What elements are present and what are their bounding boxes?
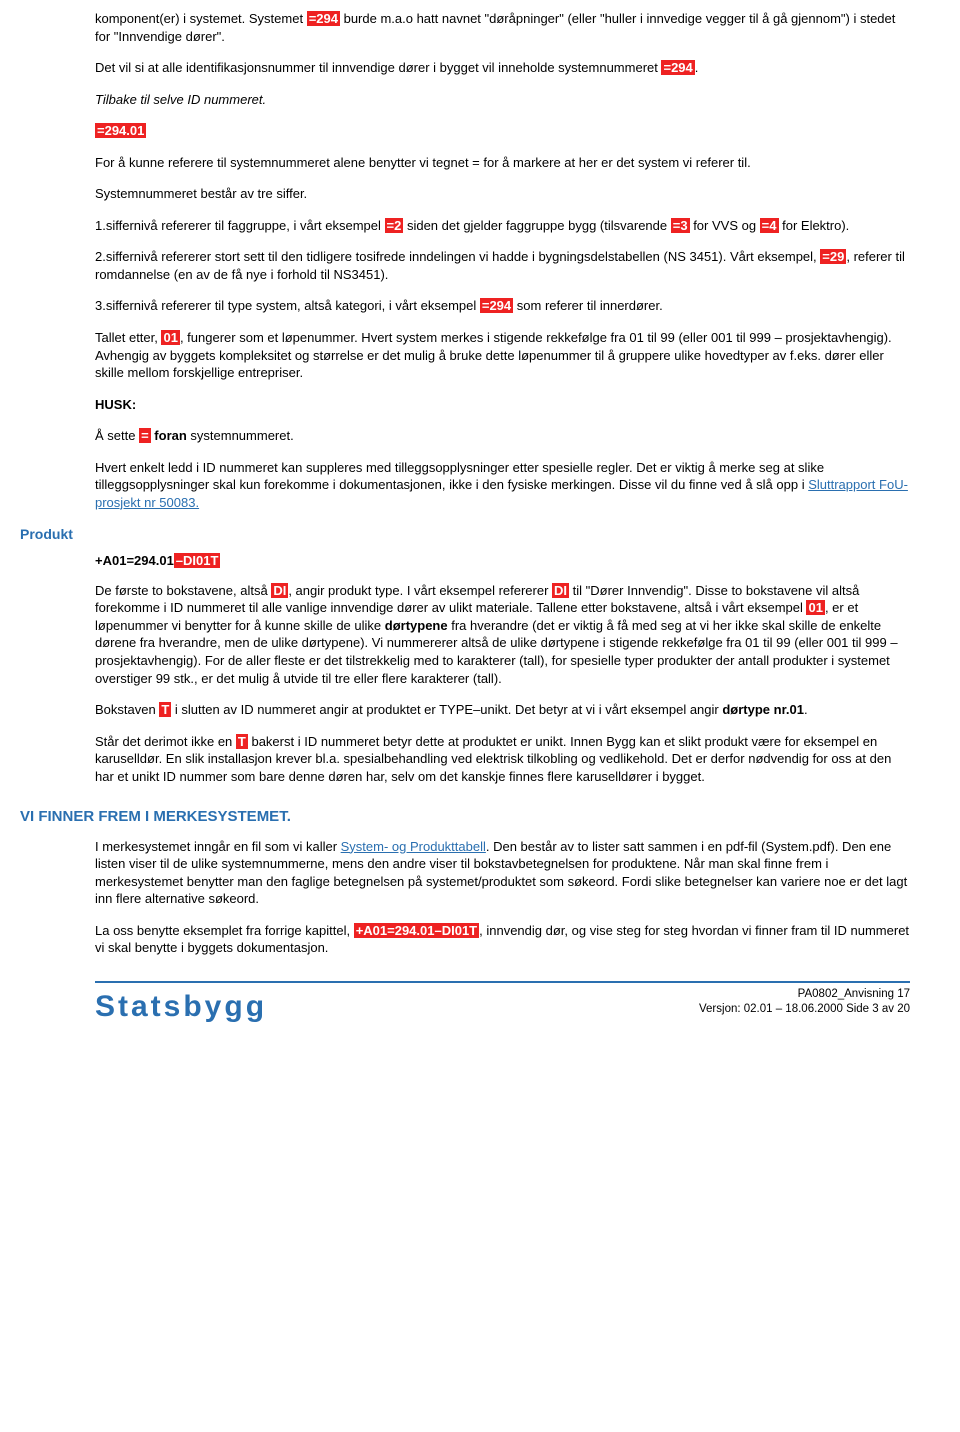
paragraph: Systemnummeret består av tre siffer.: [95, 185, 910, 203]
document-page: komponent(er) i systemet. Systemet =294 …: [0, 0, 960, 957]
highlight-code: =4: [760, 218, 779, 233]
paragraph: 1.siffernivå refererer til faggruppe, i …: [95, 217, 910, 235]
text: siden det gjelder faggruppe bygg (tilsva…: [403, 218, 670, 233]
highlight-code: DI: [552, 583, 569, 598]
paragraph: 3.siffernivå refererer til type system, …: [95, 297, 910, 315]
text: som referer til innerdører.: [513, 298, 663, 313]
highlight-code: =294: [307, 11, 340, 26]
text: for VVS og: [690, 218, 760, 233]
highlight-code: –DI01T: [174, 553, 221, 568]
footer-version: Versjon: 02.01 – 18.06.2000 Side 3 av 20: [699, 1002, 910, 1018]
text: De første to bokstavene, altså: [95, 583, 271, 598]
text: La oss benytte eksemplet fra forrige kap…: [95, 923, 354, 938]
text: 1.siffernivå refererer til faggruppe, i …: [95, 218, 385, 233]
body-content: komponent(er) i systemet. Systemet =294 …: [95, 10, 910, 511]
text: Det vil si at alle identifikasjonsnummer…: [95, 60, 661, 75]
paragraph: I merkesystemet inngår en fil som vi kal…: [95, 838, 910, 908]
section-heading-merkesystem: VI FINNER FREM I MERKESYSTEMET.: [20, 807, 910, 827]
paragraph: Tallet etter, 01, fungerer som et løpenu…: [95, 329, 910, 382]
text: +A01=294.01: [95, 553, 174, 568]
footer-doc-id: PA0802_Anvisning 17: [699, 987, 910, 1003]
text-bold: dørtype nr.01: [722, 702, 804, 717]
highlight-code: T: [159, 702, 171, 717]
text: Tallet etter,: [95, 330, 161, 345]
paragraph: Det vil si at alle identifikasjonsnummer…: [95, 59, 910, 77]
text: , fungerer som et løpenummer. Hvert syst…: [95, 330, 892, 380]
link-system-produkttabell[interactable]: System- og Produkttabell: [341, 839, 486, 854]
highlight-code: =294: [480, 298, 513, 313]
product-code: +A01=294.01–DI01T: [95, 552, 910, 570]
footer-row: Statsbygg PA0802_Anvisning 17 Versjon: 0…: [20, 983, 910, 1048]
paragraph: 2.siffernivå refererer stort sett til de…: [95, 248, 910, 283]
section-label-produkt: Produkt: [20, 525, 910, 544]
text-bold: foran: [154, 428, 187, 443]
highlight-code: =294: [661, 60, 694, 75]
text-bold: dørtypene: [385, 618, 448, 633]
paragraph: De første to bokstavene, altså DI, angir…: [95, 582, 910, 687]
text: for Elektro).: [779, 218, 850, 233]
highlight-code: +A01=294.01–DI01T: [354, 923, 479, 938]
paragraph: =294.01: [95, 122, 910, 140]
paragraph: Å sette = foran systemnummeret.: [95, 427, 910, 445]
paragraph: Bokstaven T i slutten av ID nummeret ang…: [95, 701, 910, 719]
paragraph-italic: Tilbake til selve ID nummeret.: [95, 91, 910, 109]
text: Står det derimot ikke en: [95, 734, 236, 749]
text: 2.siffernivå refererer stort sett til de…: [95, 249, 820, 264]
highlight-code: 01: [806, 600, 824, 615]
text: Å sette: [95, 428, 139, 443]
highlight-code: =3: [671, 218, 690, 233]
text: komponent(er) i systemet. Systemet: [95, 11, 307, 26]
highlight-code: =: [139, 428, 151, 443]
text: , angir produkt type. I vårt eksempel re…: [288, 583, 552, 598]
paragraph: For å kunne referere til systemnummeret …: [95, 154, 910, 172]
highlight-code: 01: [161, 330, 179, 345]
footer-meta: PA0802_Anvisning 17 Versjon: 02.01 – 18.…: [699, 987, 910, 1018]
body-content: +A01=294.01–DI01T De første to bokstaven…: [95, 552, 910, 785]
husk-label: HUSK:: [95, 396, 910, 414]
paragraph: Står det derimot ikke en T bakerst i ID …: [95, 733, 910, 786]
text: Hvert enkelt ledd i ID nummeret kan supp…: [95, 460, 824, 493]
highlight-code: T: [236, 734, 248, 749]
text: i slutten av ID nummeret angir at produk…: [171, 702, 722, 717]
footer-brand: Statsbygg: [95, 987, 267, 1028]
paragraph: Hvert enkelt ledd i ID nummeret kan supp…: [95, 459, 910, 512]
text: systemnummeret.: [187, 428, 294, 443]
highlight-code: DI: [271, 583, 288, 598]
footer: Statsbygg PA0802_Anvisning 17 Versjon: 0…: [20, 981, 910, 1048]
text: .: [695, 60, 699, 75]
text: Bokstaven: [95, 702, 159, 717]
highlight-code: =29: [820, 249, 846, 264]
highlight-code: =2: [385, 218, 404, 233]
text: I merkesystemet inngår en fil som vi kal…: [95, 839, 341, 854]
highlight-code: =294.01: [95, 123, 146, 138]
text: 3.siffernivå refererer til type system, …: [95, 298, 480, 313]
paragraph: La oss benytte eksemplet fra forrige kap…: [95, 922, 910, 957]
body-content: I merkesystemet inngår en fil som vi kal…: [95, 838, 910, 957]
text: .: [804, 702, 808, 717]
paragraph: komponent(er) i systemet. Systemet =294 …: [95, 10, 910, 45]
